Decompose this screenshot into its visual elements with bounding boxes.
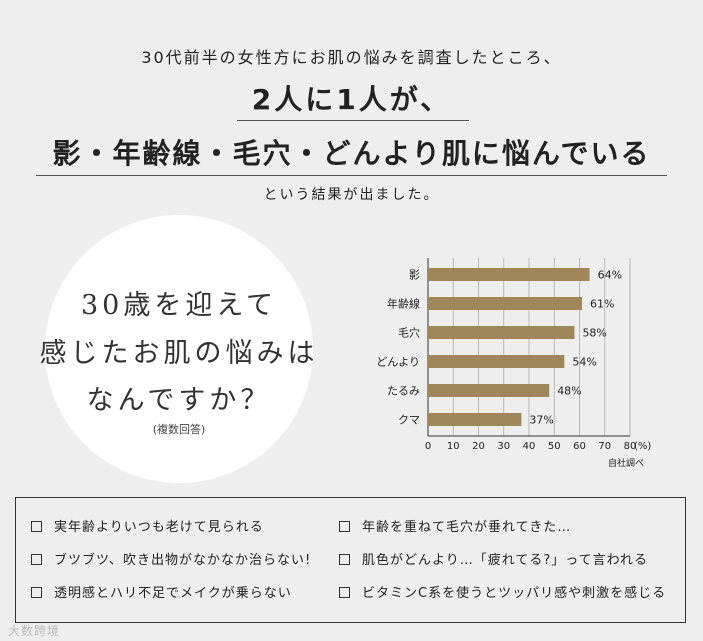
- checklist-item-label: 肌色がどんより…「疲れてる?」って言われる: [362, 553, 648, 568]
- bar: [428, 268, 590, 281]
- bar: [428, 326, 575, 339]
- headline-ratio: 2人に1人が、: [251, 83, 452, 116]
- checklist-item-label: 年齢を重ねて毛穴が垂れてきた…: [362, 520, 572, 535]
- category-label: 影: [409, 269, 420, 282]
- survey-bar-chart: 影 64% 年齢線 61% 毛穴 58% どんより 54% たるみ 48% クマ 37% 0 10 20 30…: [376, 258, 651, 469]
- checklist-item: 実年齢よりいつも老けて見られる: [31, 516, 264, 535]
- checklist-item-label: 実年齢よりいつも老けて見られる: [54, 520, 264, 535]
- bar: [428, 384, 550, 397]
- data-label: 61%: [590, 298, 614, 311]
- checkbox-icon[interactable]: [31, 587, 42, 598]
- data-label: 48%: [557, 385, 581, 398]
- checkbox-icon[interactable]: [339, 554, 350, 565]
- x-tick-label: 60: [573, 441, 586, 452]
- checklist-box: 実年齢よりいつも老けて見られる 年齢を重ねて毛穴が垂れてきた… ブツブツ、吹き出…: [15, 497, 686, 623]
- checklist-item: ビタミンC系を使うとツッパリ感や刺激を感じる: [339, 582, 666, 601]
- question-note: (複数回答): [152, 423, 206, 436]
- data-label: 58%: [582, 327, 606, 340]
- x-tick-label: 20: [472, 441, 485, 452]
- checklist-item: ブツブツ、吹き出物がなかなか治らない!: [31, 549, 311, 568]
- checkbox-icon[interactable]: [339, 587, 350, 598]
- checkbox-icon[interactable]: [31, 554, 42, 565]
- headline-concerns-underline: [36, 175, 667, 176]
- x-tick-label: 40: [523, 441, 536, 452]
- checklist-item-label: ブツブツ、吹き出物がなかなか治らない!: [54, 553, 312, 568]
- x-tick-label: 50: [548, 441, 561, 452]
- question-line-3: なんですか？: [86, 385, 272, 416]
- checklist-item: 肌色がどんより…「疲れてる?」って言われる: [339, 549, 648, 568]
- category-label: たるみ: [387, 385, 420, 398]
- x-tick-label: 30: [497, 441, 510, 452]
- question-line-2: 感じたお肌の悩みは: [39, 338, 319, 369]
- category-label: クマ: [398, 414, 420, 427]
- checklist-item-label: 透明感とハリ不足でメイクが乗らない: [54, 586, 292, 601]
- question-line-1: 30歳を迎えて: [80, 290, 277, 321]
- category-label: 毛穴: [398, 326, 420, 340]
- question-circle: [45, 215, 313, 483]
- x-tick-label: 70: [598, 441, 611, 452]
- checkbox-icon[interactable]: [31, 521, 42, 532]
- bar: [428, 355, 565, 368]
- x-tick-label: 10: [447, 441, 460, 452]
- outro-text: という結果が出ました。: [263, 187, 440, 203]
- x-tick-label: 0: [425, 441, 431, 452]
- bar: [428, 413, 522, 426]
- headline-concerns: 影・年齢線・毛穴・どんより肌に悩んでいる: [52, 137, 651, 170]
- checklist-item-label: ビタミンC系を使うとツッパリ感や刺激を感じる: [362, 586, 667, 601]
- watermark: 大数跨境: [8, 624, 61, 638]
- intro-text: 30代前半の女性方にお肌の悩みを調査したところ、: [141, 48, 562, 67]
- checklist-item: 年齢を重ねて毛穴が垂れてきた…: [339, 516, 571, 535]
- category-label: どんより: [376, 356, 420, 369]
- checklist-item: 透明感とハリ不足でメイクが乗らない: [31, 582, 292, 601]
- unit-label: (%): [634, 441, 651, 452]
- data-label: 54%: [572, 356, 596, 369]
- data-label: 37%: [529, 414, 553, 427]
- headline-ratio-underline: [237, 120, 469, 121]
- x-tick-label: 80: [624, 441, 637, 452]
- bar: [428, 297, 583, 310]
- checkbox-icon[interactable]: [339, 521, 350, 532]
- data-label: 64%: [598, 269, 622, 282]
- source-label: 自社調べ: [608, 457, 644, 469]
- category-label: 年齢線: [387, 297, 420, 311]
